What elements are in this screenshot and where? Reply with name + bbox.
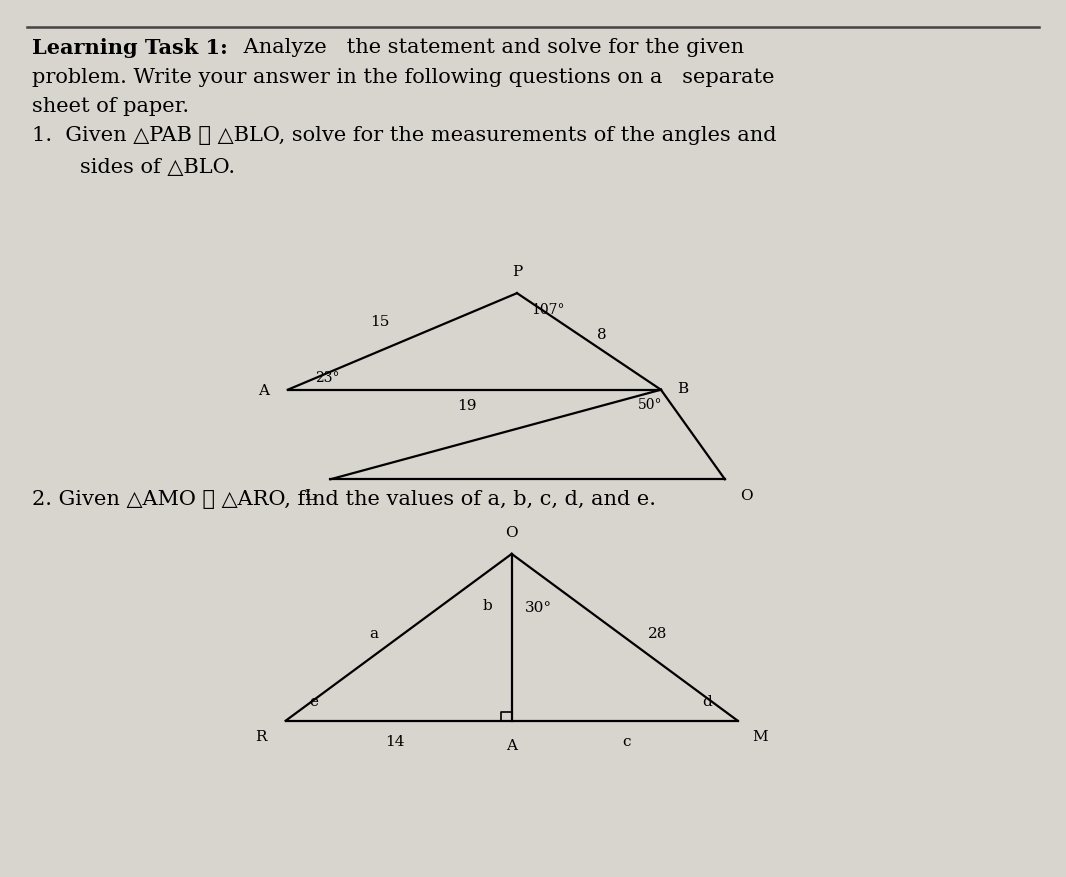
Text: 30°: 30°	[524, 600, 551, 614]
Text: sheet of paper.: sheet of paper.	[32, 97, 189, 117]
Text: 14: 14	[385, 734, 404, 748]
Text: L: L	[305, 488, 314, 503]
Text: problem. Write your answer in the following questions on a   separate: problem. Write your answer in the follow…	[32, 68, 775, 88]
Text: P: P	[512, 265, 522, 279]
Text: O: O	[505, 525, 518, 539]
Text: A: A	[506, 738, 517, 752]
Text: A: A	[258, 383, 269, 397]
Text: 23°: 23°	[316, 370, 340, 384]
Text: a: a	[370, 626, 378, 640]
Text: sides of △BLO.: sides of △BLO.	[80, 158, 236, 177]
Text: 28: 28	[648, 626, 667, 640]
Text: 1.  Given △PAB ≅ △BLO, solve for the measurements of the angles and: 1. Given △PAB ≅ △BLO, solve for the meas…	[32, 126, 776, 146]
Text: Learning Task 1:: Learning Task 1:	[32, 38, 228, 58]
Text: R: R	[255, 730, 266, 744]
Text: 19: 19	[457, 399, 477, 413]
Text: B: B	[677, 381, 688, 396]
Text: M: M	[753, 730, 769, 744]
Text: c: c	[623, 734, 631, 748]
Text: e: e	[309, 695, 318, 709]
Text: 15: 15	[370, 315, 389, 329]
Text: 107°: 107°	[531, 303, 564, 317]
Text: d: d	[702, 695, 712, 709]
Text: O: O	[740, 488, 753, 503]
Text: b: b	[483, 598, 492, 612]
Text: 8: 8	[597, 328, 607, 342]
Text: 50°: 50°	[637, 397, 662, 411]
Text: 2. Given △AMO ≅ △ARO, find the values of a, b, c, d, and e.: 2. Given △AMO ≅ △ARO, find the values of…	[32, 489, 656, 509]
Text: Analyze   the statement and solve for the given: Analyze the statement and solve for the …	[237, 38, 744, 57]
